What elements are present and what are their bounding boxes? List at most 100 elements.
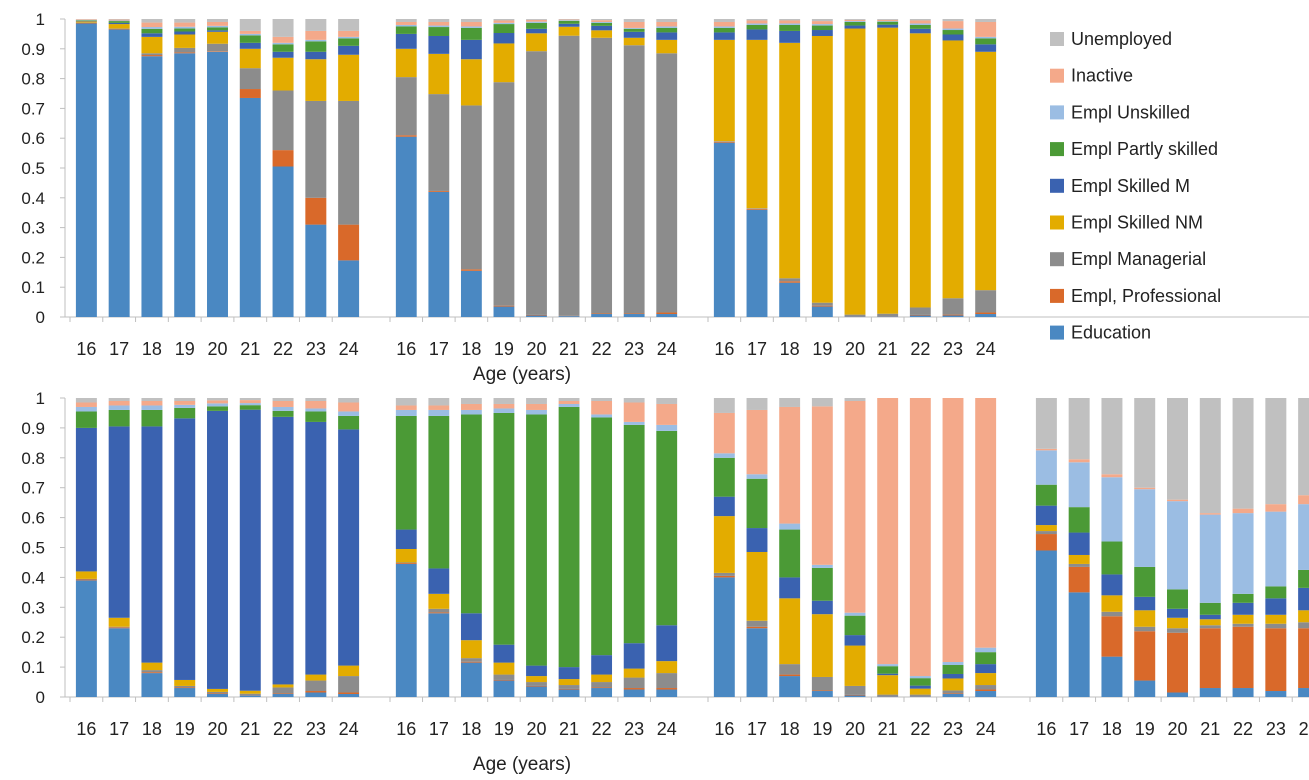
bar-segment: [239, 35, 261, 43]
bar-segment: [1167, 499, 1188, 502]
bar-segment: [272, 410, 294, 417]
x-tick-label: 24: [976, 719, 996, 739]
bar-segment: [877, 694, 899, 697]
x-tick-label: 24: [1299, 719, 1309, 739]
bar-segment: [779, 676, 801, 697]
bar-segment: [338, 36, 360, 39]
bar-segment: [1265, 398, 1287, 505]
bar-segment: [338, 30, 360, 37]
bar-segment: [428, 21, 450, 26]
x-tick-label: 16: [396, 339, 416, 359]
bar-segment: [746, 39, 768, 209]
y-tick-label: 0.5: [21, 159, 45, 178]
bar-segment: [844, 400, 866, 613]
bar-segment: [1232, 602, 1254, 615]
x-tick-label: 23: [943, 339, 963, 359]
bar-segment: [75, 402, 97, 407]
bar-segment: [779, 282, 801, 317]
bar-segment: [591, 19, 613, 21]
bar-segment: [975, 290, 997, 313]
bar-segment: [460, 403, 482, 410]
bar-segment: [207, 19, 228, 22]
bar-segment: [338, 429, 360, 666]
bar-segment: [623, 398, 645, 403]
bar-segment: [779, 674, 801, 677]
y-tick-label: 0.6: [21, 509, 45, 528]
bar-segment: [1199, 619, 1221, 626]
bar-segment: [141, 56, 163, 317]
y-tick-label: 0.8: [21, 449, 45, 468]
bar-segment: [141, 27, 163, 29]
bar-segment: [239, 693, 261, 696]
legend-label: Empl Unskilled: [1071, 102, 1190, 122]
bar-segment: [877, 666, 899, 674]
bar-segment: [713, 457, 735, 497]
bar-segment: [942, 34, 964, 41]
bar-segment: [272, 416, 294, 685]
x-axis-label-bottom: Age (years): [473, 754, 571, 775]
bar-segment: [493, 24, 515, 34]
x-tick-label: 19: [812, 339, 832, 359]
bar-segment: [811, 600, 833, 615]
bar-segment: [1167, 692, 1188, 697]
x-tick-label: 18: [780, 719, 800, 739]
bar-segment: [338, 402, 360, 412]
bar-segment: [975, 673, 997, 686]
legend-swatch: [1050, 178, 1064, 193]
bar-segment: [108, 19, 130, 21]
bar-segment: [746, 409, 768, 475]
bar-segment: [909, 398, 931, 677]
bar-segment: [526, 33, 547, 52]
bar-segment: [305, 41, 327, 52]
x-tick-label: 21: [878, 719, 898, 739]
bar-segment: [942, 315, 964, 317]
bar-segment: [207, 21, 228, 26]
bar-segment: [239, 405, 261, 410]
bar-segment: [877, 21, 899, 25]
bar-segment: [1232, 623, 1254, 627]
bar-segment: [656, 398, 678, 404]
bar-segment: [272, 36, 294, 43]
x-tick-label: 21: [878, 339, 898, 359]
bar-segment: [623, 45, 645, 314]
bar-segment: [623, 313, 645, 315]
bar-segment: [239, 690, 261, 694]
bar-segment: [305, 19, 327, 31]
x-tick-label: 23: [624, 339, 644, 359]
bar-segment: [558, 23, 580, 27]
bar-segment: [174, 26, 196, 29]
bar-segment: [305, 408, 327, 412]
bar-segment: [591, 682, 613, 688]
bar-segment: [746, 24, 768, 30]
bar-segment: [975, 689, 997, 692]
bar-segment: [174, 398, 196, 401]
bar-segment: [558, 19, 580, 20]
bar-segment: [493, 33, 515, 44]
y-tick-label: 0.1: [21, 658, 45, 677]
bar-segment: [108, 29, 130, 318]
bar-segment: [108, 426, 130, 618]
bar-segment: [75, 578, 97, 580]
bar-segment: [526, 28, 547, 34]
bar-segment: [207, 27, 228, 31]
bar-segment: [526, 409, 547, 415]
bar-segment: [75, 406, 97, 412]
bar-segment: [460, 409, 482, 415]
bar-segment: [1068, 563, 1090, 567]
bar-segment: [460, 613, 482, 641]
bar-segment: [75, 571, 97, 579]
bar-segment: [493, 412, 515, 645]
legend-label: Empl Managerial: [1071, 249, 1206, 269]
legend-swatch: [1050, 288, 1064, 303]
bar-segment: [428, 405, 450, 410]
bar-segment: [1232, 614, 1254, 624]
bar-segment: [272, 150, 294, 167]
bar-segment: [493, 680, 515, 697]
legend-label: Inactive: [1071, 66, 1133, 86]
bar-segment: [844, 314, 866, 317]
bar-segment: [591, 414, 613, 418]
x-tick-label: 19: [175, 719, 195, 739]
bar-segment: [305, 59, 327, 101]
y-tick-label: 0.1: [21, 278, 45, 297]
y-tick-label: 0.4: [21, 568, 45, 587]
